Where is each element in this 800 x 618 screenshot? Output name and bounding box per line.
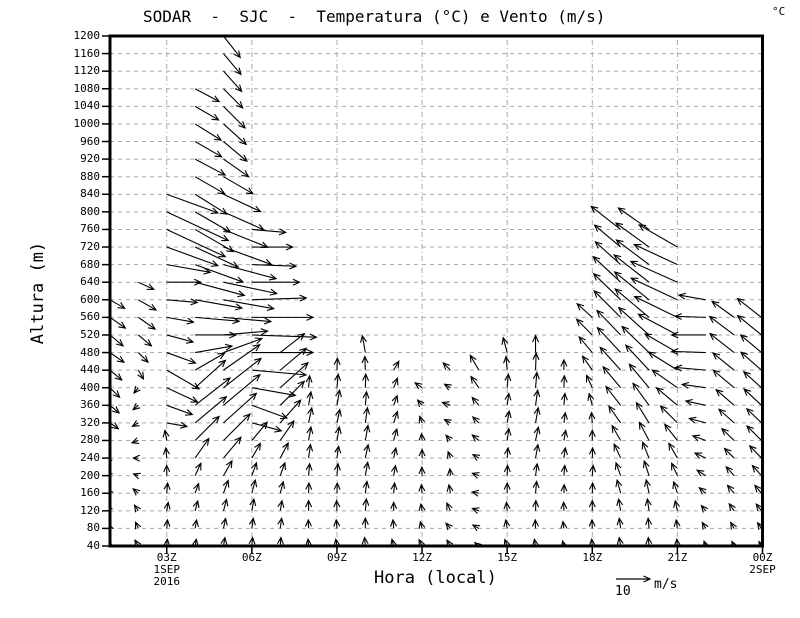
y-tick-label: 920	[80, 152, 100, 166]
x-tick-label: 06Z	[241, 551, 262, 564]
y-tick-label: 880	[80, 169, 100, 183]
y-tick-label: 80	[86, 521, 100, 535]
y-tick-label: 760	[80, 222, 100, 236]
unit-label: °C	[772, 5, 786, 18]
y-tick-label: 1200	[73, 29, 101, 42]
x-tick-label: 15Z	[497, 551, 518, 564]
y-tick-label: 480	[80, 345, 100, 359]
y-tick-label: 120	[80, 503, 100, 517]
x-tick-label: 12Z	[412, 551, 432, 564]
y-tick-label: 560	[80, 310, 100, 324]
y-tick-label: 240	[80, 451, 100, 465]
wind-arrows-layer	[110, 36, 763, 546]
x-tick-sublabel: 2016	[153, 575, 180, 588]
y-tick-label: 680	[80, 257, 100, 271]
gridlines-layer	[110, 35, 763, 547]
y-tick-label: 960	[80, 134, 100, 148]
y-tick-label: 160	[80, 486, 100, 500]
chart-title: SODAR - SJC - Temperatura (°C) e Vento (…	[143, 7, 606, 26]
y-tick-label: 1120	[73, 64, 101, 78]
y-tick-label: 200	[80, 468, 100, 482]
x-tick-label: 21Z	[667, 551, 688, 564]
y-tick-label: 1000	[73, 116, 101, 130]
y-tick-label: 640	[80, 275, 100, 289]
y-tick-label: 1040	[73, 99, 101, 113]
y-tick-label: 720	[80, 240, 100, 254]
reference-arrow-unit: m/s	[654, 577, 678, 592]
x-axis-title: Hora (local)	[374, 568, 497, 588]
y-tick-label: 320	[80, 415, 100, 429]
y-tick-label: 280	[80, 433, 100, 447]
x-tick-sublabel: 1SEP	[153, 563, 180, 576]
x-tick-label: 03Z	[156, 551, 177, 564]
y-axis-title: Altura (m)	[28, 241, 48, 345]
y-tick-label: 360	[80, 398, 100, 412]
x-tick-label: 00Z	[752, 551, 773, 564]
y-tick-label: 800	[80, 204, 100, 218]
x-tick-sublabel: 2SEP	[749, 563, 776, 576]
y-tick-label: 40	[86, 539, 100, 552]
x-tick-label: 18Z	[582, 551, 603, 564]
y-tick-label: 400	[80, 380, 100, 394]
axis-ticks-layer	[102, 35, 764, 554]
x-tick-label: 09Z	[327, 551, 347, 564]
y-tick-label: 600	[80, 292, 100, 306]
y-tick-label: 1080	[73, 81, 101, 95]
y-tick-label: 840	[80, 187, 100, 201]
plot-frame	[108, 34, 764, 548]
y-tick-label: 440	[80, 363, 100, 377]
reference-arrow-value: 10	[615, 584, 631, 599]
y-tick-label: 520	[80, 327, 100, 341]
y-tick-label: 1160	[73, 46, 101, 60]
